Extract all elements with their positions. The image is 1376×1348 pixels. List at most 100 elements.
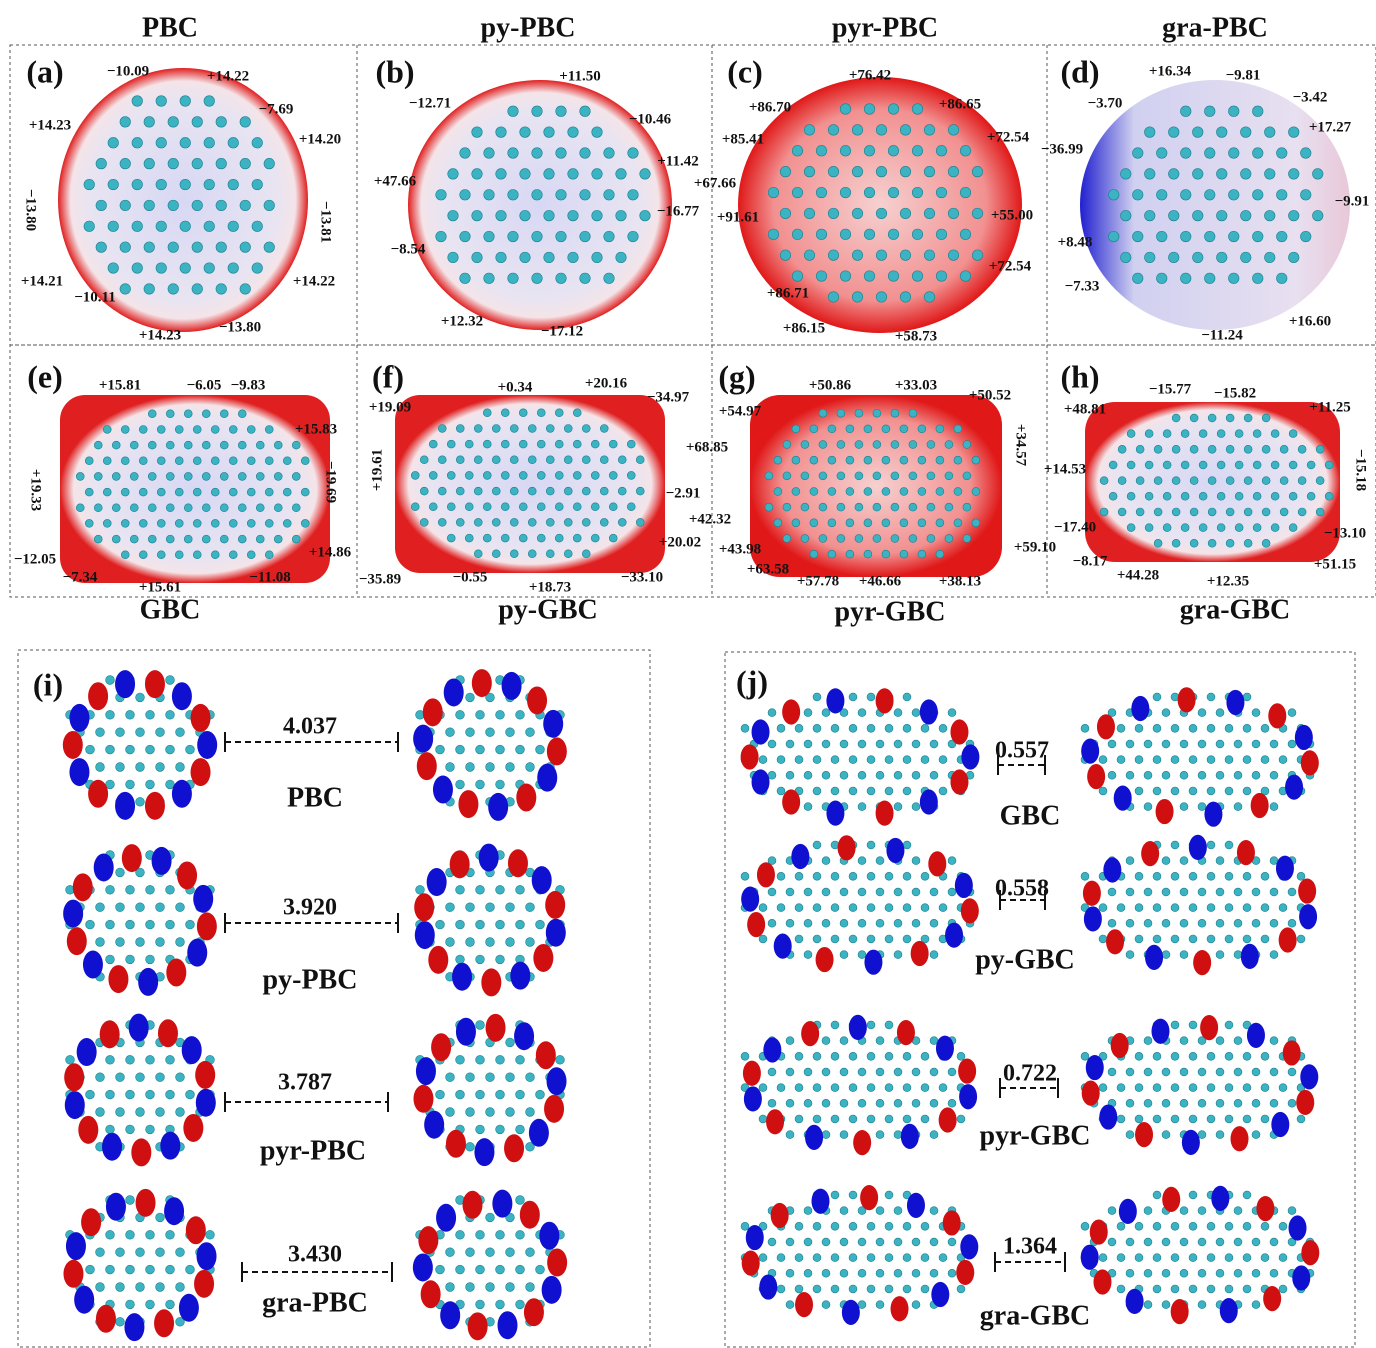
- atom: [1118, 445, 1126, 453]
- orbital-lobe: [428, 946, 448, 974]
- atom: [156, 1108, 165, 1117]
- atom: [96, 1108, 105, 1117]
- atom: [618, 518, 626, 526]
- orbital-lobe: [73, 873, 93, 901]
- atom: [519, 471, 527, 479]
- atom: [1172, 539, 1180, 547]
- orbital-lobe: [194, 1270, 214, 1298]
- atom: [429, 471, 437, 479]
- atom: [936, 145, 947, 156]
- orbital-lobe: [196, 1089, 216, 1117]
- atom: [1190, 445, 1198, 453]
- atom: [447, 534, 455, 542]
- atom: [1253, 430, 1261, 438]
- esp-label: +15.83: [295, 421, 337, 437]
- atom: [166, 1055, 175, 1064]
- atom: [867, 904, 875, 912]
- atom: [888, 229, 899, 240]
- atom: [496, 169, 507, 180]
- atom: [927, 535, 935, 543]
- atom: [166, 472, 174, 480]
- orbital-lobe: [1220, 1298, 1238, 1323]
- atom: [801, 472, 809, 480]
- atom: [936, 229, 947, 240]
- atom: [466, 1108, 475, 1117]
- atom: [448, 252, 459, 263]
- esp-label: −7.33: [1065, 278, 1100, 294]
- atom: [1171, 935, 1179, 943]
- atom: [963, 472, 971, 480]
- esp-label: +44.28: [1117, 567, 1159, 583]
- orbital-lobe: [956, 1260, 974, 1285]
- atom: [912, 104, 923, 115]
- panel-letter: (d): [1060, 53, 1099, 89]
- atom: [136, 1073, 145, 1082]
- atom: [510, 550, 518, 558]
- atom: [1216, 951, 1224, 959]
- atom: [146, 1055, 155, 1064]
- atom: [228, 263, 239, 274]
- atom: [146, 955, 155, 964]
- atom: [106, 1265, 115, 1274]
- panel-title: GBC: [140, 594, 201, 625]
- atom: [792, 145, 803, 156]
- atom: [1171, 904, 1179, 912]
- atom: [496, 745, 505, 754]
- atom: [96, 158, 107, 169]
- atom: [876, 250, 887, 261]
- orbital-lobe: [462, 1191, 482, 1219]
- atom: [476, 1230, 485, 1239]
- atom: [1207, 1115, 1215, 1123]
- orbital-lobe: [74, 1286, 94, 1314]
- atom: [1180, 148, 1191, 159]
- atom: [85, 488, 93, 496]
- orbital-lobe: [907, 1193, 925, 1218]
- atom: [146, 1125, 155, 1134]
- orbital-lobe: [955, 873, 973, 898]
- atom: [136, 797, 145, 806]
- orbital-lobe: [1283, 1040, 1301, 1065]
- atom: [894, 1068, 902, 1076]
- atom: [876, 292, 887, 303]
- atom: [1204, 106, 1215, 117]
- atom: [1144, 1238, 1152, 1246]
- atom: [1120, 169, 1131, 180]
- atom: [1264, 210, 1275, 221]
- atom: [256, 472, 264, 480]
- atom: [888, 271, 899, 282]
- atom: [508, 273, 519, 284]
- atom: [120, 117, 131, 128]
- atom: [795, 1052, 803, 1060]
- atom: [484, 273, 495, 284]
- atom: [516, 1230, 525, 1239]
- atom: [885, 1052, 893, 1060]
- atom: [777, 872, 785, 880]
- atom: [144, 158, 155, 169]
- atom: [175, 519, 183, 527]
- atom: [1180, 857, 1188, 865]
- atom: [852, 208, 863, 219]
- atom: [804, 919, 812, 927]
- atom: [765, 503, 773, 511]
- atom: [864, 550, 872, 558]
- atom: [1225, 1285, 1233, 1293]
- atom: [103, 426, 111, 434]
- atom: [885, 1222, 893, 1230]
- atom: [1244, 477, 1252, 485]
- atom: [274, 472, 282, 480]
- atom: [1189, 1254, 1197, 1262]
- atom: [1298, 508, 1306, 516]
- atom: [1217, 430, 1225, 438]
- esp-label: −35.89: [359, 571, 401, 587]
- atom: [948, 1238, 956, 1246]
- orbital-lobe: [456, 1018, 476, 1046]
- atom: [822, 919, 830, 927]
- atom: [936, 271, 947, 282]
- atom: [1207, 724, 1215, 732]
- atom: [446, 1073, 455, 1082]
- atom: [1252, 1269, 1260, 1277]
- atom: [912, 1301, 920, 1309]
- atom: [627, 471, 635, 479]
- atom: [786, 1238, 794, 1246]
- atom: [849, 1115, 857, 1123]
